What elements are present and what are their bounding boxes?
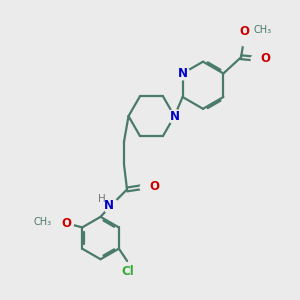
Text: N: N xyxy=(169,110,179,123)
Text: CH₃: CH₃ xyxy=(33,218,51,227)
Text: O: O xyxy=(61,217,71,230)
Text: Cl: Cl xyxy=(122,265,134,278)
Text: O: O xyxy=(150,180,160,193)
Text: H: H xyxy=(98,194,105,204)
Text: CH₃: CH₃ xyxy=(254,25,272,35)
Text: N: N xyxy=(103,199,113,212)
Text: O: O xyxy=(239,26,249,38)
Text: N: N xyxy=(178,67,188,80)
Text: O: O xyxy=(261,52,271,65)
